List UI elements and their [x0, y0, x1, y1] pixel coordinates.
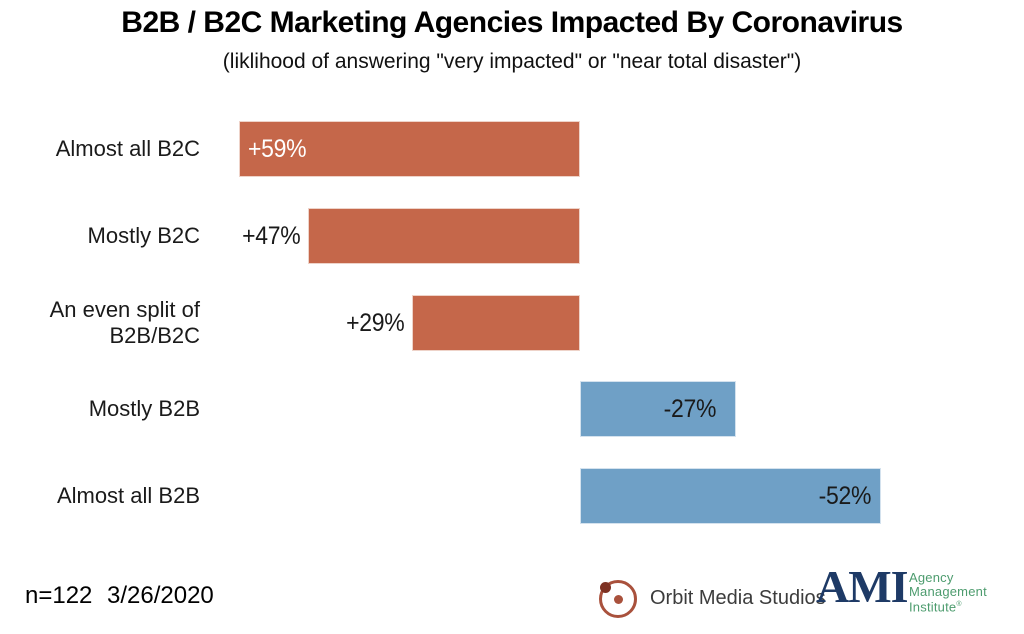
ami-logo-acronym: AMI: [816, 561, 909, 612]
category-label: Almost all B2B: [56, 483, 200, 509]
category-label: Mostly B2C: [87, 223, 200, 249]
orbit-satellite-dot-icon: [600, 582, 611, 593]
category-label: Almost all B2C: [55, 136, 200, 162]
orbit-center-dot-icon: [613, 594, 623, 604]
bar-almost-all-b2b: [580, 468, 881, 524]
category-label: Mostly B2B: [88, 396, 200, 422]
chart-title: B2B / B2C Marketing Agencies Impacted By…: [121, 6, 903, 39]
ami-logo-line-management: Management: [909, 583, 987, 599]
bar-an-even-split-of-b2b-b2c: [412, 295, 580, 351]
registered-trademark-icon: ®: [956, 601, 962, 608]
chart-area: Almost all B2C +59% Mostly B2C +47% An even …: [49, 121, 881, 524]
sample-size-label: n=122: [25, 582, 93, 609]
bar-mostly-b2b: [580, 381, 737, 437]
ami-logo-text: Agency Management Institute®: [909, 571, 987, 614]
chart-subtitle: (liklihood of answering "very impacted" …: [222, 50, 802, 73]
date-label: 3/26/2020: [107, 582, 214, 609]
value-label: -27%: [663, 395, 717, 423]
orbit-media-logo-icon: [599, 580, 637, 618]
ami-logo-line-agency: Agency: [909, 570, 954, 585]
ami-logo-line-institute: Institute®: [909, 599, 962, 615]
category-label: An even split of B2B/B2C: [49, 297, 200, 348]
bar-mostly-b2c: [308, 208, 580, 264]
value-label: +47%: [241, 222, 301, 250]
value-label: +29%: [346, 309, 405, 337]
orbit-media-logo-text: Orbit Media Studios: [650, 587, 826, 609]
value-label: +59%: [247, 135, 307, 163]
value-label: -52%: [818, 482, 872, 510]
bar-almost-all-b2c: [238, 121, 580, 177]
